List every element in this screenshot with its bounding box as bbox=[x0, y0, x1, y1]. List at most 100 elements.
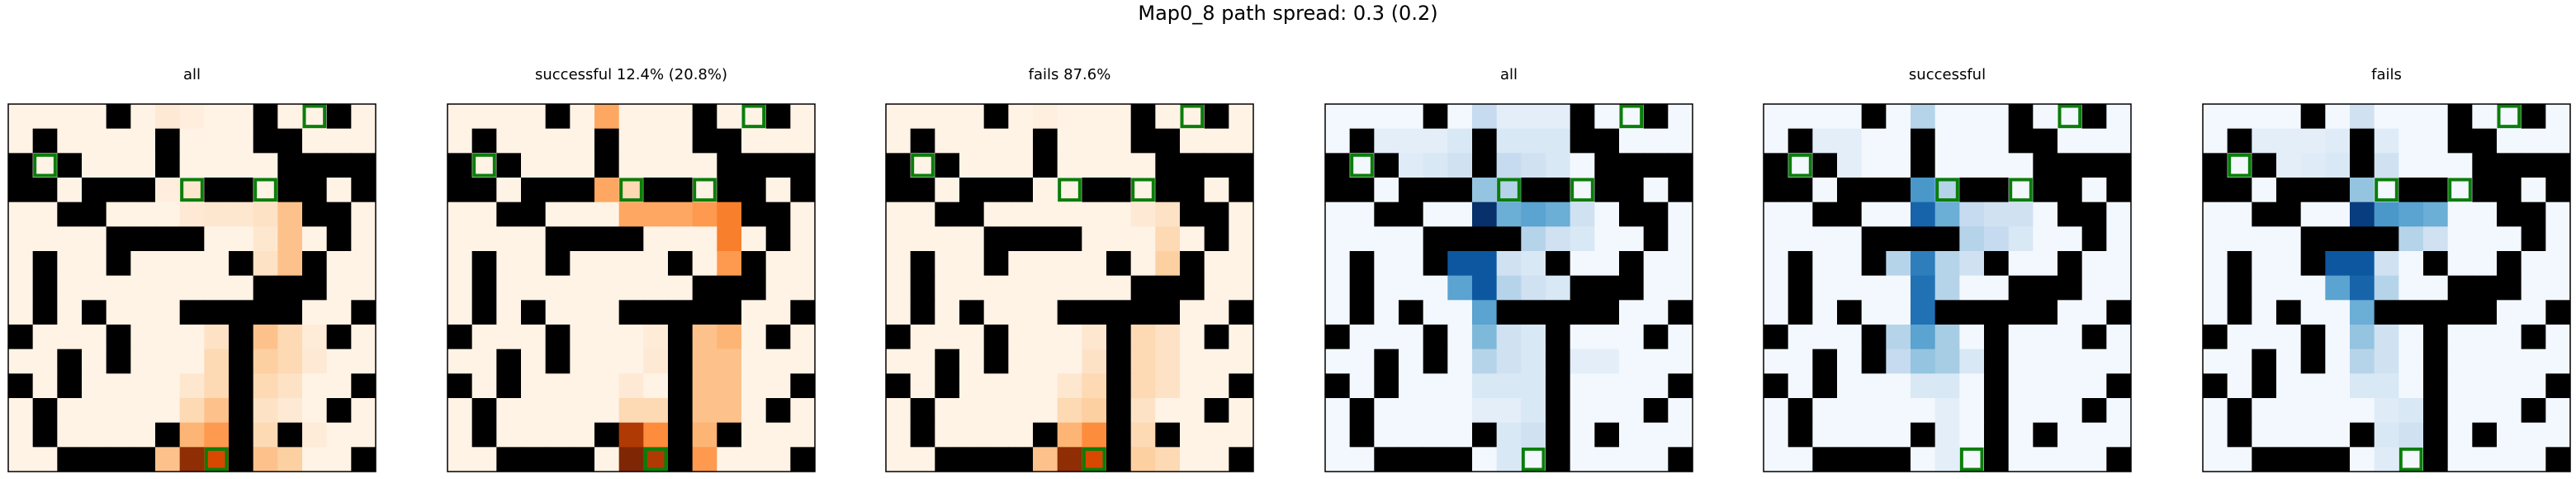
heat-cell bbox=[1180, 300, 1205, 325]
wall-cell bbox=[1984, 300, 2010, 325]
heat-cell bbox=[2227, 349, 2252, 374]
heat-cell bbox=[1057, 325, 1082, 350]
heat-cell bbox=[82, 251, 107, 277]
heat-cell bbox=[2081, 349, 2107, 374]
wall-cell bbox=[1668, 153, 1693, 178]
heat-cell bbox=[618, 447, 644, 472]
wall-cell bbox=[594, 153, 620, 178]
wall-cell bbox=[277, 153, 303, 178]
heat-cell bbox=[692, 349, 717, 374]
heat-cell bbox=[1521, 422, 1546, 448]
wall-cell bbox=[2472, 422, 2498, 448]
wall-cell bbox=[545, 178, 571, 203]
heat-cell bbox=[1959, 275, 1985, 301]
wall-cell bbox=[2497, 251, 2522, 277]
heat-cell bbox=[1008, 202, 1034, 227]
wall-cell bbox=[1521, 178, 1546, 203]
heat-cell bbox=[1423, 300, 1448, 325]
heat-cell bbox=[1180, 373, 1205, 399]
heat-cell bbox=[1008, 300, 1034, 325]
heat-cell bbox=[1788, 153, 1813, 178]
heat-cell bbox=[130, 300, 156, 325]
heat-cell bbox=[2521, 349, 2546, 374]
heat-cell bbox=[2350, 325, 2375, 350]
heat-cell bbox=[302, 325, 328, 350]
wall-cell bbox=[2374, 300, 2399, 325]
heat-cell bbox=[1082, 398, 1107, 424]
heat-cell bbox=[910, 325, 935, 350]
heat-cell bbox=[155, 104, 181, 130]
heat-cell bbox=[1570, 349, 1595, 374]
wall-cell bbox=[2106, 153, 2132, 178]
heat-cell bbox=[1399, 153, 1424, 178]
wall-cell bbox=[692, 275, 717, 301]
heat-cell bbox=[618, 422, 644, 448]
heat-cell bbox=[935, 398, 960, 424]
heat-cell bbox=[2398, 128, 2424, 154]
heat-cell bbox=[2106, 422, 2132, 448]
heat-cell bbox=[668, 275, 694, 301]
heat-cell bbox=[2497, 447, 2522, 472]
heat-cell bbox=[229, 226, 254, 252]
heat-cell bbox=[1399, 349, 1424, 374]
wall-cell bbox=[1204, 226, 1229, 252]
wall-cell bbox=[2472, 300, 2498, 325]
wall-cell bbox=[545, 226, 571, 252]
heat-cell bbox=[1033, 275, 1058, 301]
heat-cell bbox=[57, 178, 83, 203]
wall-cell bbox=[1959, 300, 1985, 325]
wall-cell bbox=[2300, 251, 2326, 277]
heat-cell bbox=[935, 275, 960, 301]
wall-cell bbox=[2497, 202, 2522, 227]
wall-cell bbox=[935, 153, 960, 178]
heat-cell bbox=[106, 128, 131, 154]
heat-cell bbox=[2081, 373, 2107, 399]
heat-cell bbox=[765, 349, 791, 374]
wall-cell bbox=[1229, 178, 1254, 203]
heat-cell bbox=[1349, 325, 1375, 350]
heat-cell bbox=[1180, 128, 1205, 154]
heat-cell bbox=[1837, 104, 1863, 130]
heat-cell bbox=[618, 202, 644, 227]
wall-cell bbox=[1668, 178, 1693, 203]
heat-cell bbox=[130, 202, 156, 227]
heatmap-panel bbox=[1324, 103, 1693, 472]
heat-cell bbox=[1204, 275, 1229, 301]
wall-cell bbox=[1886, 178, 1911, 203]
heat-cell bbox=[1057, 202, 1082, 227]
heat-cell bbox=[106, 398, 131, 424]
heat-cell bbox=[1619, 373, 1645, 399]
heat-cell bbox=[1668, 104, 1693, 130]
heat-cell bbox=[1764, 104, 1789, 130]
heat-cell bbox=[2350, 349, 2375, 374]
heat-cell bbox=[1911, 300, 1936, 325]
heat-cell bbox=[1155, 447, 1181, 472]
wall-cell bbox=[471, 422, 497, 448]
heat-cell bbox=[1570, 422, 1595, 448]
heat-cell bbox=[1130, 178, 1156, 203]
wall-cell bbox=[496, 349, 522, 374]
wall-cell bbox=[765, 226, 791, 252]
wall-cell bbox=[717, 178, 742, 203]
heat-cell bbox=[447, 447, 473, 472]
heat-cell bbox=[496, 325, 522, 350]
wall-cell bbox=[1180, 275, 1205, 301]
heat-cell bbox=[1886, 128, 1911, 154]
heat-cell bbox=[1934, 202, 1960, 227]
wall-cell bbox=[2203, 325, 2228, 350]
wall-cell bbox=[594, 226, 620, 252]
heat-cell bbox=[2106, 349, 2132, 374]
heat-cell bbox=[2276, 226, 2302, 252]
heat-cell bbox=[2081, 178, 2107, 203]
heat-cell bbox=[643, 275, 669, 301]
heat-cell bbox=[2106, 202, 2132, 227]
wall-cell bbox=[594, 128, 620, 154]
wall-cell bbox=[1204, 104, 1229, 130]
heat-cell bbox=[2472, 325, 2498, 350]
wall-cell bbox=[1911, 128, 1936, 154]
heat-cell bbox=[521, 325, 547, 350]
heat-cell bbox=[2227, 325, 2252, 350]
heat-cell bbox=[1033, 447, 1058, 472]
wall-cell bbox=[741, 178, 767, 203]
heat-cell bbox=[1374, 226, 1399, 252]
